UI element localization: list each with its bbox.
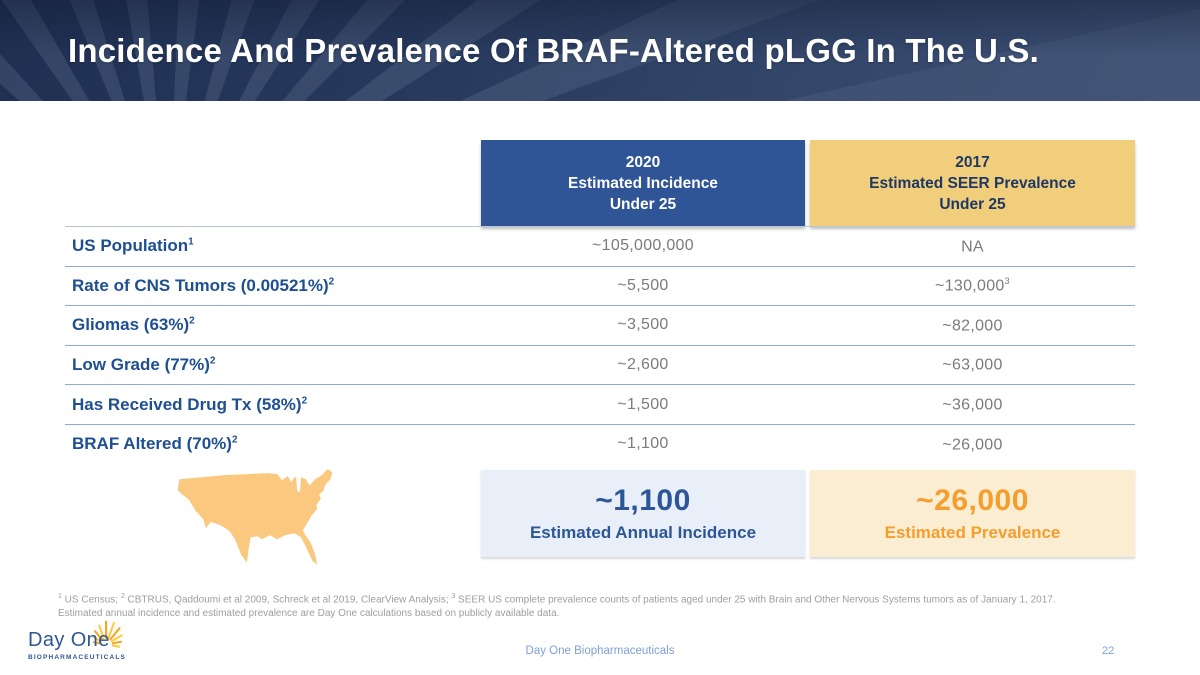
prevalence-value: NA xyxy=(961,237,984,255)
table-row: US Population1 ~105,000,000 NA xyxy=(65,227,1135,267)
row-label-text: Has Received Drug Tx (58%) xyxy=(72,394,302,414)
column-header-prevalence-subtitle: Under 25 xyxy=(939,195,1006,213)
incidence-value: ~105,000,000 xyxy=(592,237,694,255)
page-number: 22 xyxy=(1102,645,1115,657)
row-label-sup: 2 xyxy=(231,434,238,446)
incidence-value: ~1,100 xyxy=(617,435,669,453)
row-label-sup: 2 xyxy=(209,355,216,367)
row-label-text: Gliomas (63%) xyxy=(72,315,190,335)
prevalence-value: ~82,000 xyxy=(942,317,1003,335)
sunburst-icon xyxy=(92,620,123,648)
row-label: Low Grade (77%)2 xyxy=(65,355,481,375)
incidence-value: ~2,600 xyxy=(617,356,669,374)
prevalence-total: ~26,000 xyxy=(916,484,1029,517)
row-label-text: BRAF Altered (70%) xyxy=(72,434,232,454)
row-label: Has Received Drug Tx (58%)2 xyxy=(65,395,481,415)
column-header-incidence-subtitle: Under 25 xyxy=(609,195,677,213)
us-map-icon xyxy=(177,469,333,565)
row-label-text: Rate of CNS Tumors (0.00521%) xyxy=(72,275,329,295)
table-row: Gliomas (63%)2 ~3,500 ~82,000 xyxy=(65,306,1135,346)
incidence-value: ~5,500 xyxy=(617,276,669,294)
row-label-text: US Population xyxy=(72,236,189,256)
row-label-text: Low Grade (77%) xyxy=(72,355,210,375)
page-title: Incidence And Prevalence Of BRAF-Altered… xyxy=(68,31,1040,69)
footnotes: 1 US Census; 2 CBTRUS, Qaddoumi et al 20… xyxy=(58,590,1150,621)
logo-subtitle: BIOPHARMACEUTICALS xyxy=(28,654,126,661)
row-label-sup: 2 xyxy=(328,276,335,288)
title-banner: Incidence And Prevalence Of BRAF-Altered… xyxy=(0,0,1200,101)
column-header-incidence-year: 2020 xyxy=(625,153,661,171)
summary-box-prevalence: ~26,000 Estimated Prevalence xyxy=(810,470,1135,557)
prevalence-total-label: Estimated Prevalence xyxy=(884,523,1061,542)
incidence-value: ~1,500 xyxy=(617,395,669,413)
data-table: US Population1 ~105,000,000 NA Rate of C… xyxy=(65,226,1135,464)
prevalence-value: ~63,000 xyxy=(942,356,1003,374)
column-header-prevalence: 2017 Estimated SEER Prevalence Under 25 xyxy=(810,140,1135,226)
column-header-incidence: 2020 Estimated Incidence Under 25 xyxy=(481,140,805,226)
prevalence-value: ~36,000 xyxy=(942,396,1003,414)
footnote-line-1: 1 US Census; 2 CBTRUS, Qaddoumi et al 20… xyxy=(58,593,1056,606)
incidence-total: ~1,100 xyxy=(595,484,691,517)
footnote-line-2: Estimated annual incidence and estimated… xyxy=(58,608,560,620)
table-row: Low Grade (77%)2 ~2,600 ~63,000 xyxy=(65,346,1135,386)
incidence-value: ~3,500 xyxy=(617,316,669,334)
prevalence-value: ~26,000 xyxy=(942,436,1003,454)
row-label: US Population1 xyxy=(65,236,481,256)
row-label: BRAF Altered (70%)2 xyxy=(65,434,481,454)
row-label: Rate of CNS Tumors (0.00521%)2 xyxy=(65,276,481,296)
logo-name: Day One xyxy=(28,629,110,651)
table-row: Has Received Drug Tx (58%)2 ~1,500 ~36,0… xyxy=(65,385,1135,425)
row-label-sup: 2 xyxy=(189,315,195,327)
table-row: Rate of CNS Tumors (0.00521%)2 ~5,500 ~1… xyxy=(65,267,1135,307)
column-header-prevalence-title: Estimated SEER Prevalence xyxy=(869,174,1076,192)
column-header-incidence-title: Estimated Incidence xyxy=(568,174,718,192)
footer-company: Day One Biopharmaceuticals xyxy=(525,645,675,657)
prevalence-value: ~130,0003 xyxy=(935,276,1010,295)
table-row: BRAF Altered (70%)2 ~1,100 ~26,000 xyxy=(65,425,1135,464)
row-label: Gliomas (63%)2 xyxy=(65,315,481,335)
column-header-prevalence-year: 2017 xyxy=(955,153,990,171)
summary-box-incidence: ~1,100 Estimated Annual Incidence xyxy=(481,470,805,557)
incidence-total-label: Estimated Annual Incidence xyxy=(529,523,757,542)
logo-row: Day One xyxy=(28,620,188,652)
row-label-sup: 2 xyxy=(301,395,308,407)
dayone-logo: Day One BIOPHARMACEUTICALS xyxy=(28,620,188,661)
row-label-sup: 1 xyxy=(188,236,194,248)
